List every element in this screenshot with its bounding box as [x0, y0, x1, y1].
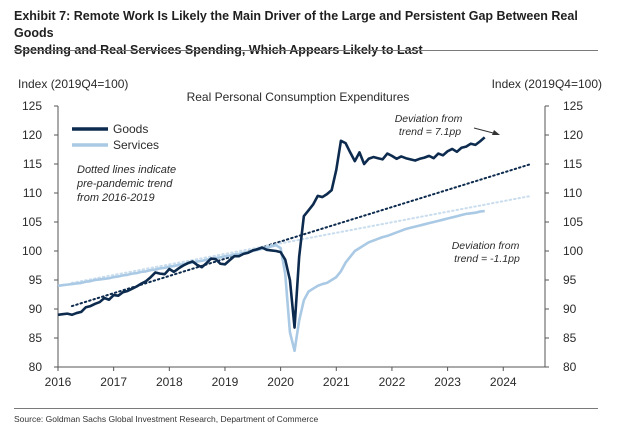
top-rule	[14, 50, 598, 51]
bottom-rule	[14, 408, 598, 409]
right-axis-label: Index (2019Q4=100)	[492, 77, 602, 91]
legend: Goods Services	[72, 122, 159, 152]
left-y-tick-label: 105	[22, 215, 42, 229]
left-y-tick-label: 95	[29, 273, 43, 287]
right-y-tick-label: 120	[563, 128, 583, 142]
right-y-tick-label: 110	[563, 186, 582, 200]
left-axis-label: Index (2019Q4=100)	[18, 77, 128, 91]
goods-line	[57, 136, 486, 329]
left-y-tick-label: 120	[22, 128, 42, 142]
exhibit-title-line1: Exhibit 7: Remote Work Is Likely the Mai…	[14, 9, 578, 40]
services-deviation-line2: trend = -1.1pp	[454, 253, 520, 265]
right-y-tick-label: 100	[563, 244, 583, 258]
right-y-tick-label: 85	[563, 331, 577, 345]
right-y-tick-label: 105	[563, 215, 583, 229]
right-y-tick-label: 115	[563, 157, 582, 171]
x-tick-label: 2023	[434, 375, 461, 389]
left-y-tick-label: 90	[29, 302, 43, 316]
left-y-tick-label: 85	[29, 331, 43, 345]
services-deviation-line1: Deviation from	[452, 240, 520, 252]
x-tick-label: 2020	[267, 375, 294, 389]
legend-label-goods: Goods	[113, 122, 148, 136]
x-tick-label: 2017	[100, 375, 127, 389]
trend-note-line2: pre-pandemic trend	[76, 178, 173, 190]
goods-deviation-annotation: Deviation from trend = 7.1pp	[395, 113, 466, 138]
annotations: Dotted lines indicate pre-pandemic trend…	[76, 113, 523, 265]
x-tick-label: 2021	[323, 375, 350, 389]
right-y-tick-label: 95	[563, 273, 577, 287]
trend-note-line3: from 2016-2019	[77, 192, 155, 204]
x-tick-label: 2022	[379, 375, 406, 389]
axes: 80 80 85 85 90 90 95 95 100 100 105 105 110 110 115 115…	[22, 99, 583, 389]
left-y-tick-label: 115	[23, 157, 42, 171]
series-lines	[57, 136, 486, 353]
trend-note: Dotted lines indicate pre-pandemic trend…	[76, 164, 179, 204]
x-tick-label: 2019	[212, 375, 239, 389]
goods-deviation-line1: Deviation from	[395, 113, 463, 125]
right-y-tick-label: 80	[563, 360, 577, 374]
x-tick-label: 2018	[156, 375, 183, 389]
services-line	[57, 209, 485, 353]
legend-label-services: Services	[113, 138, 159, 152]
left-y-tick-label: 110	[23, 186, 42, 200]
chart-labels: Index (2019Q4=100) Index (2019Q4=100) Re…	[18, 77, 602, 104]
right-y-tick-label: 90	[563, 302, 577, 316]
x-tick-label: 2024	[490, 375, 517, 389]
left-y-tick-label: 80	[29, 360, 43, 374]
x-tick-label: 2016	[45, 375, 72, 389]
goods-deviation-arrowhead	[492, 130, 500, 135]
left-y-tick-label: 100	[22, 244, 42, 258]
goods-deviation-line2: trend = 7.1pp	[399, 126, 461, 138]
chart-title: Real Personal Consumption Expenditures	[187, 90, 410, 104]
trend-note-line1: Dotted lines indicate	[77, 164, 176, 176]
right-y-tick-label: 125	[563, 99, 583, 113]
left-y-tick-label: 125	[22, 99, 42, 113]
services-deviation-annotation: Deviation from trend = -1.1pp	[452, 240, 523, 265]
source-note: Source: Goldman Sachs Global Investment …	[14, 414, 319, 424]
